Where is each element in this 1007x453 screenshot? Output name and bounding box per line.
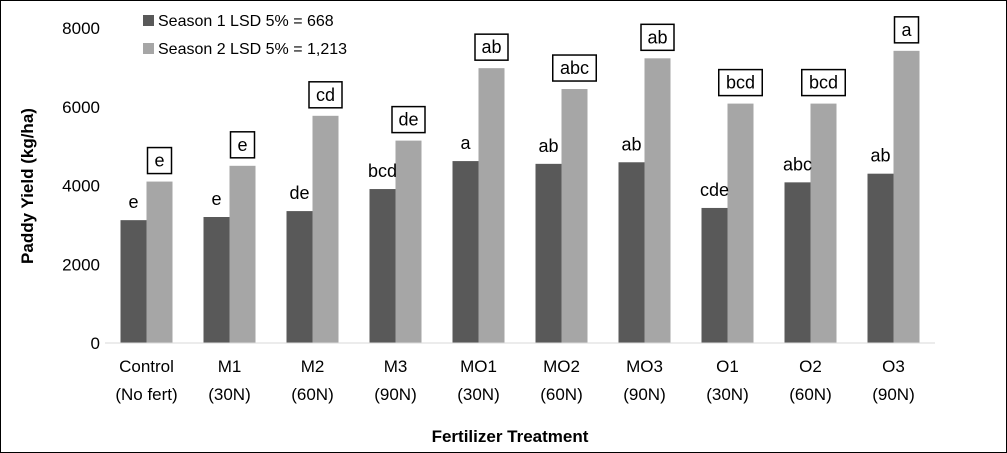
x-tick-sublabel: (90N) [872, 385, 915, 404]
bar-season-1 [701, 207, 728, 343]
significance-box [640, 23, 675, 52]
significance-label-season-2: e [237, 135, 247, 155]
legend-label-season-2: Season 2 LSD 5% = 1,213 [158, 41, 347, 58]
x-tick-sublabel: (60N) [540, 385, 583, 404]
significance-label-season-1: de [289, 183, 309, 203]
significance-label-season-1: a [460, 133, 471, 153]
x-tick-label: M2 [301, 357, 325, 376]
legend-label-season-1: Season 1 LSD 5% = 668 [158, 13, 334, 30]
bar-season-1 [452, 161, 479, 343]
x-tick-label: O1 [716, 357, 739, 376]
bar-season-2 [478, 68, 505, 343]
y-tick-label: 0 [91, 334, 100, 353]
legend-swatch-season-1 [143, 15, 154, 26]
significance-box [229, 131, 256, 159]
bar-season-1 [535, 163, 562, 343]
bar-season-2 [810, 103, 837, 343]
x-tick-label: MO2 [543, 357, 580, 376]
significance-label-season-1: ab [621, 134, 641, 154]
y-axis-title: Paddy Yield (kg/ha) [18, 108, 37, 264]
significance-label-season-2: bcd [726, 73, 755, 93]
significance-box [552, 54, 597, 82]
x-tick-label: MO1 [460, 357, 497, 376]
bar-season-1 [784, 182, 811, 343]
significance-box [391, 105, 426, 134]
legend: Season 1 LSD 5% = 668 Season 2 LSD 5% = … [143, 13, 347, 58]
x-tick-label: O2 [799, 357, 822, 376]
x-axis-title: Fertilizer Treatment [432, 427, 589, 446]
y-axis-ticks: 0 2000 4000 6000 8000 [62, 19, 100, 353]
significance-label-season-1: ab [870, 146, 890, 166]
bar-season-1 [618, 162, 645, 343]
bar-season-1 [867, 173, 894, 343]
x-tick-label: O3 [882, 357, 905, 376]
x-tick-label: MO3 [626, 357, 663, 376]
significance-box [308, 81, 343, 109]
significance-label-season-1: cde [700, 180, 729, 200]
x-tick-sublabel: (30N) [208, 385, 251, 404]
bar-season-2 [395, 140, 422, 343]
significance-label-season-1: e [128, 192, 138, 212]
bar-season-2 [893, 50, 920, 344]
x-tick-label: M1 [218, 357, 242, 376]
x-tick-label: M3 [384, 357, 408, 376]
x-tick-sublabel: (30N) [706, 385, 749, 404]
y-tick-label: 8000 [62, 19, 100, 38]
significance-labels: e e de bcd a ab ab cde abc ab e e cd de ab abc ab bcd bcd a [128, 16, 920, 212]
x-tick-sublabel: (90N) [374, 385, 417, 404]
bar-season-2 [229, 165, 256, 343]
bars [120, 50, 920, 344]
significance-label-season-2: e [154, 151, 164, 171]
x-tick-label: Control [119, 357, 174, 376]
bar-season-2 [727, 103, 754, 343]
significance-label-season-1: ab [538, 136, 558, 156]
significance-label-season-2: cd [316, 85, 335, 105]
bar-season-2 [561, 89, 588, 343]
significance-label-season-1: abc [783, 154, 812, 174]
x-tick-sublabel: (60N) [291, 385, 334, 404]
y-tick-label: 6000 [62, 98, 100, 117]
significance-label-season-2: de [398, 110, 418, 130]
significance-box [474, 33, 509, 61]
x-axis-ticks: Control (No fert) M1 (30N) M2 (60N) M3 (90N) MO1… [115, 357, 914, 404]
bar-season-1 [369, 189, 396, 343]
x-tick-sublabel: (90N) [623, 385, 666, 404]
significance-box [801, 68, 846, 97]
significance-label-season-2: bcd [809, 73, 838, 93]
bar-season-2 [146, 181, 173, 343]
bar-season-1 [120, 220, 147, 343]
bar-season-1 [286, 211, 313, 343]
significance-label-season-2: a [901, 20, 912, 40]
x-tick-sublabel: (60N) [789, 385, 832, 404]
legend-swatch-season-2 [143, 43, 154, 54]
significance-label-season-2: ab [481, 37, 501, 57]
significance-label-season-1: bcd [368, 161, 397, 181]
y-tick-label: 2000 [62, 255, 100, 274]
significance-box [146, 146, 173, 175]
x-tick-sublabel: (No fert) [115, 385, 177, 404]
significance-label-season-2: ab [647, 27, 667, 47]
y-tick-label: 4000 [62, 177, 100, 196]
significance-box [718, 68, 763, 97]
x-tick-sublabel: (30N) [457, 385, 500, 404]
bar-season-2 [312, 115, 339, 344]
significance-label-season-1: e [211, 189, 221, 209]
bar-season-2 [644, 58, 671, 343]
significance-box [893, 16, 920, 44]
bar-season-1 [203, 217, 230, 343]
significance-label-season-2: abc [560, 58, 589, 78]
